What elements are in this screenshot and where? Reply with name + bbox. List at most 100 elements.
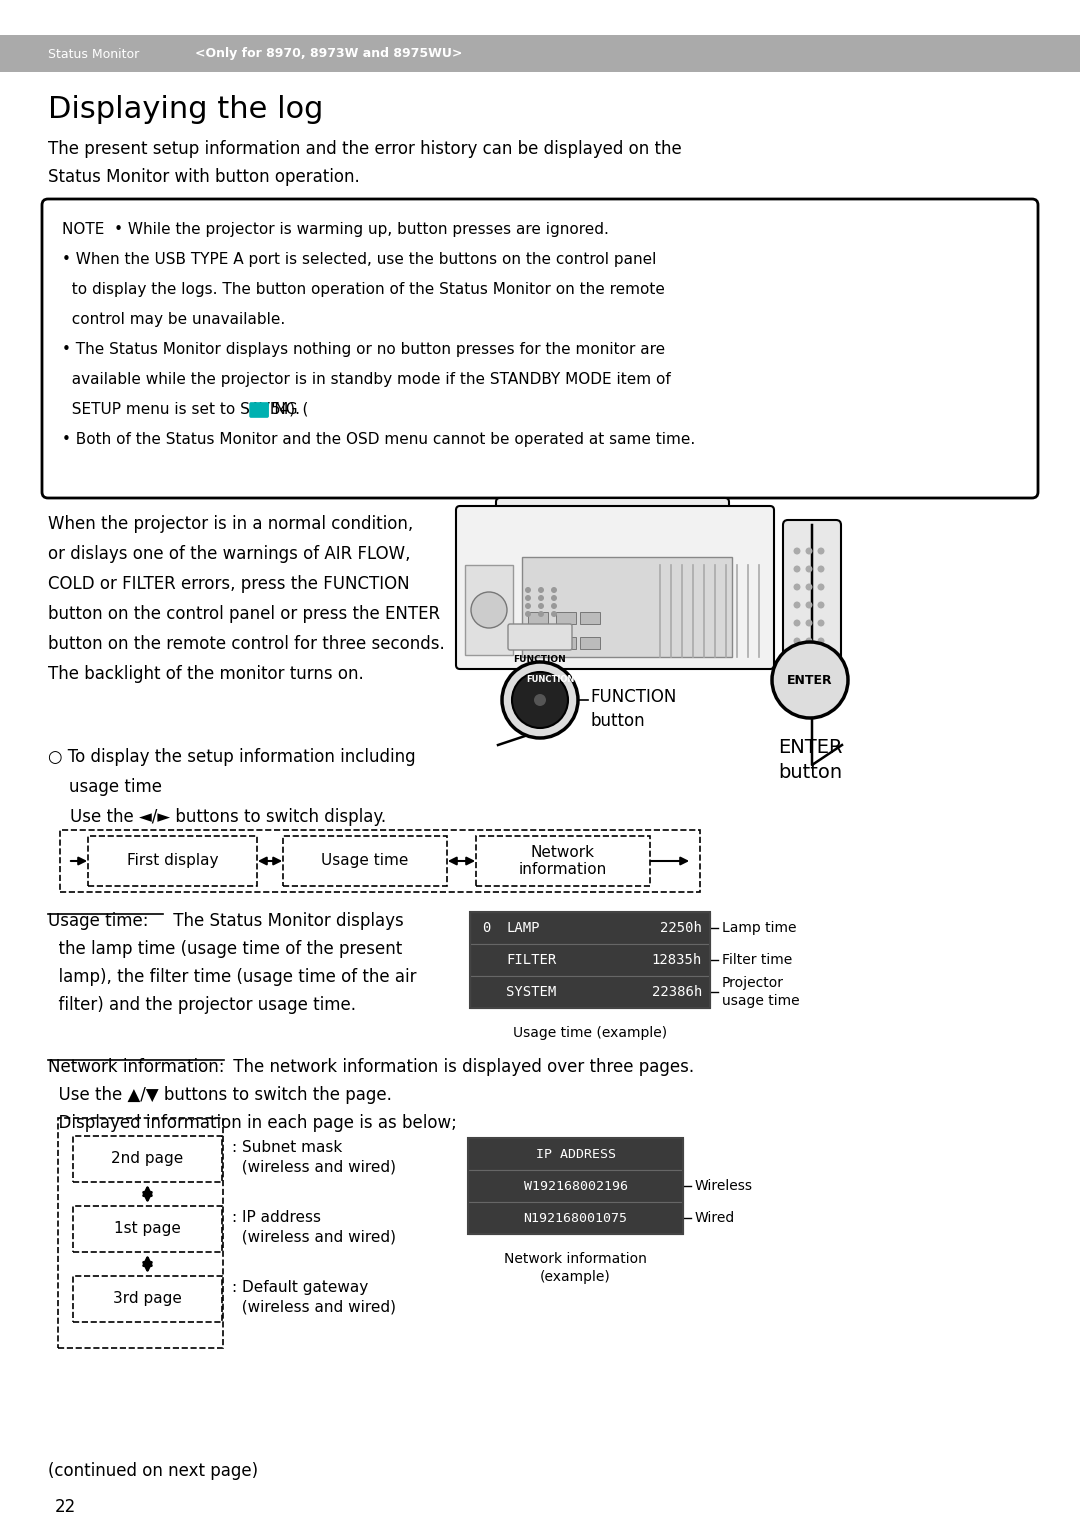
Text: 2250h: 2250h <box>660 921 702 935</box>
Circle shape <box>525 604 531 610</box>
Circle shape <box>525 611 531 617</box>
Text: When the projector is in a normal condition,: When the projector is in a normal condit… <box>48 515 414 533</box>
Text: or dislays one of the warnings of AIR FLOW,: or dislays one of the warnings of AIR FL… <box>48 545 410 562</box>
Circle shape <box>806 637 812 645</box>
FancyBboxPatch shape <box>456 506 774 669</box>
Text: Displaying the log: Displaying the log <box>48 95 323 124</box>
Text: 1st page: 1st page <box>114 1221 181 1236</box>
Circle shape <box>538 594 544 601</box>
Bar <box>470 944 710 976</box>
Bar <box>470 976 710 1008</box>
Circle shape <box>806 674 812 680</box>
Text: Projector
usage time: Projector usage time <box>723 976 799 1008</box>
Text: FILTER: FILTER <box>507 953 556 967</box>
Text: FUNCTION: FUNCTION <box>526 676 575 683</box>
Text: Use the ◄/► buttons to switch display.: Use the ◄/► buttons to switch display. <box>70 807 387 826</box>
Circle shape <box>502 662 578 738</box>
Text: ○ To display the setup information including: ○ To display the setup information inclu… <box>48 748 416 766</box>
Text: 22386h: 22386h <box>651 985 702 999</box>
Bar <box>580 637 600 650</box>
Bar <box>556 637 576 650</box>
Bar <box>470 912 710 944</box>
Text: : Default gateway
  (wireless and wired): : Default gateway (wireless and wired) <box>232 1279 396 1314</box>
FancyBboxPatch shape <box>496 498 729 544</box>
Text: button on the remote control for three seconds.: button on the remote control for three s… <box>48 634 445 653</box>
Text: 2nd page: 2nd page <box>111 1152 184 1166</box>
Bar <box>470 912 710 1008</box>
Bar <box>465 565 513 656</box>
Text: SYSTEM: SYSTEM <box>507 985 556 999</box>
Circle shape <box>818 656 824 662</box>
Bar <box>468 1138 683 1233</box>
Text: <Only for 8970, 8973W and 8975WU>: <Only for 8970, 8973W and 8975WU> <box>195 47 462 60</box>
Bar <box>0 35 1080 72</box>
Text: Wired: Wired <box>696 1210 735 1226</box>
Circle shape <box>525 594 531 601</box>
Circle shape <box>538 587 544 593</box>
Circle shape <box>806 584 812 590</box>
Circle shape <box>806 656 812 662</box>
FancyBboxPatch shape <box>251 403 268 417</box>
Circle shape <box>772 642 848 719</box>
Text: button on the control panel or press the ENTER: button on the control panel or press the… <box>48 605 441 624</box>
Circle shape <box>794 602 800 608</box>
Text: Usage time (example): Usage time (example) <box>513 1026 667 1040</box>
Text: : Subnet mask
  (wireless and wired): : Subnet mask (wireless and wired) <box>232 1140 396 1175</box>
Circle shape <box>471 591 507 628</box>
Text: W192168002196: W192168002196 <box>524 1180 627 1192</box>
FancyBboxPatch shape <box>87 836 257 885</box>
Bar <box>522 558 732 657</box>
Circle shape <box>794 674 800 680</box>
Circle shape <box>818 565 824 573</box>
Circle shape <box>794 619 800 627</box>
FancyBboxPatch shape <box>783 519 841 700</box>
Circle shape <box>512 673 568 728</box>
FancyBboxPatch shape <box>73 1206 222 1252</box>
Circle shape <box>794 565 800 573</box>
Text: 3rd page: 3rd page <box>113 1291 181 1307</box>
Circle shape <box>818 619 824 627</box>
Bar <box>468 1203 683 1233</box>
Circle shape <box>794 584 800 590</box>
Circle shape <box>538 604 544 610</box>
Circle shape <box>806 547 812 555</box>
Text: Filter time: Filter time <box>723 953 793 967</box>
Bar <box>468 1170 683 1203</box>
Text: NOTE  • While the projector is warming up, button presses are ignored.: NOTE • While the projector is warming up… <box>62 222 609 237</box>
Text: SETUP menu is set to SAVING (: SETUP menu is set to SAVING ( <box>62 401 309 417</box>
Circle shape <box>818 547 824 555</box>
Text: Wireless: Wireless <box>696 1180 753 1193</box>
Text: 54).: 54). <box>271 401 301 417</box>
Text: The Status Monitor displays: The Status Monitor displays <box>168 912 404 930</box>
Text: available while the projector is in standby mode if the STANDBY MODE item of: available while the projector is in stan… <box>62 372 671 388</box>
Text: The backlight of the monitor turns on.: The backlight of the monitor turns on. <box>48 665 364 683</box>
Circle shape <box>794 547 800 555</box>
Text: ENTER
button: ENTER button <box>778 738 842 781</box>
FancyBboxPatch shape <box>508 624 572 650</box>
Circle shape <box>538 611 544 617</box>
Circle shape <box>818 637 824 645</box>
Text: • When the USB TYPE A port is selected, use the buttons on the control panel: • When the USB TYPE A port is selected, … <box>62 251 657 267</box>
Circle shape <box>806 619 812 627</box>
Text: Network
information: Network information <box>518 844 607 878</box>
Text: LAMP: LAMP <box>507 921 540 935</box>
Text: First display: First display <box>126 853 218 869</box>
Bar <box>556 611 576 624</box>
Circle shape <box>806 565 812 573</box>
Circle shape <box>818 584 824 590</box>
Bar <box>528 637 548 650</box>
Bar <box>528 611 548 624</box>
Text: 12835h: 12835h <box>651 953 702 967</box>
Text: Use the ▲/▼ buttons to switch the page.: Use the ▲/▼ buttons to switch the page. <box>48 1086 392 1105</box>
Text: Status Monitor: Status Monitor <box>48 47 139 60</box>
Text: COLD or FILTER errors, press the FUNCTION: COLD or FILTER errors, press the FUNCTIO… <box>48 574 409 593</box>
Text: Usage time:: Usage time: <box>48 912 149 930</box>
Text: to display the logs. The button operation of the Status Monitor on the remote: to display the logs. The button operatio… <box>62 282 665 297</box>
FancyBboxPatch shape <box>73 1137 222 1183</box>
Text: lamp), the filter time (usage time of the air: lamp), the filter time (usage time of th… <box>48 968 417 987</box>
FancyBboxPatch shape <box>73 1276 222 1322</box>
Text: Network information:: Network information: <box>48 1059 225 1075</box>
Text: N192168001075: N192168001075 <box>524 1212 627 1224</box>
Circle shape <box>551 611 557 617</box>
Text: • The Status Monitor displays nothing or no button presses for the monitor are: • The Status Monitor displays nothing or… <box>62 342 665 357</box>
